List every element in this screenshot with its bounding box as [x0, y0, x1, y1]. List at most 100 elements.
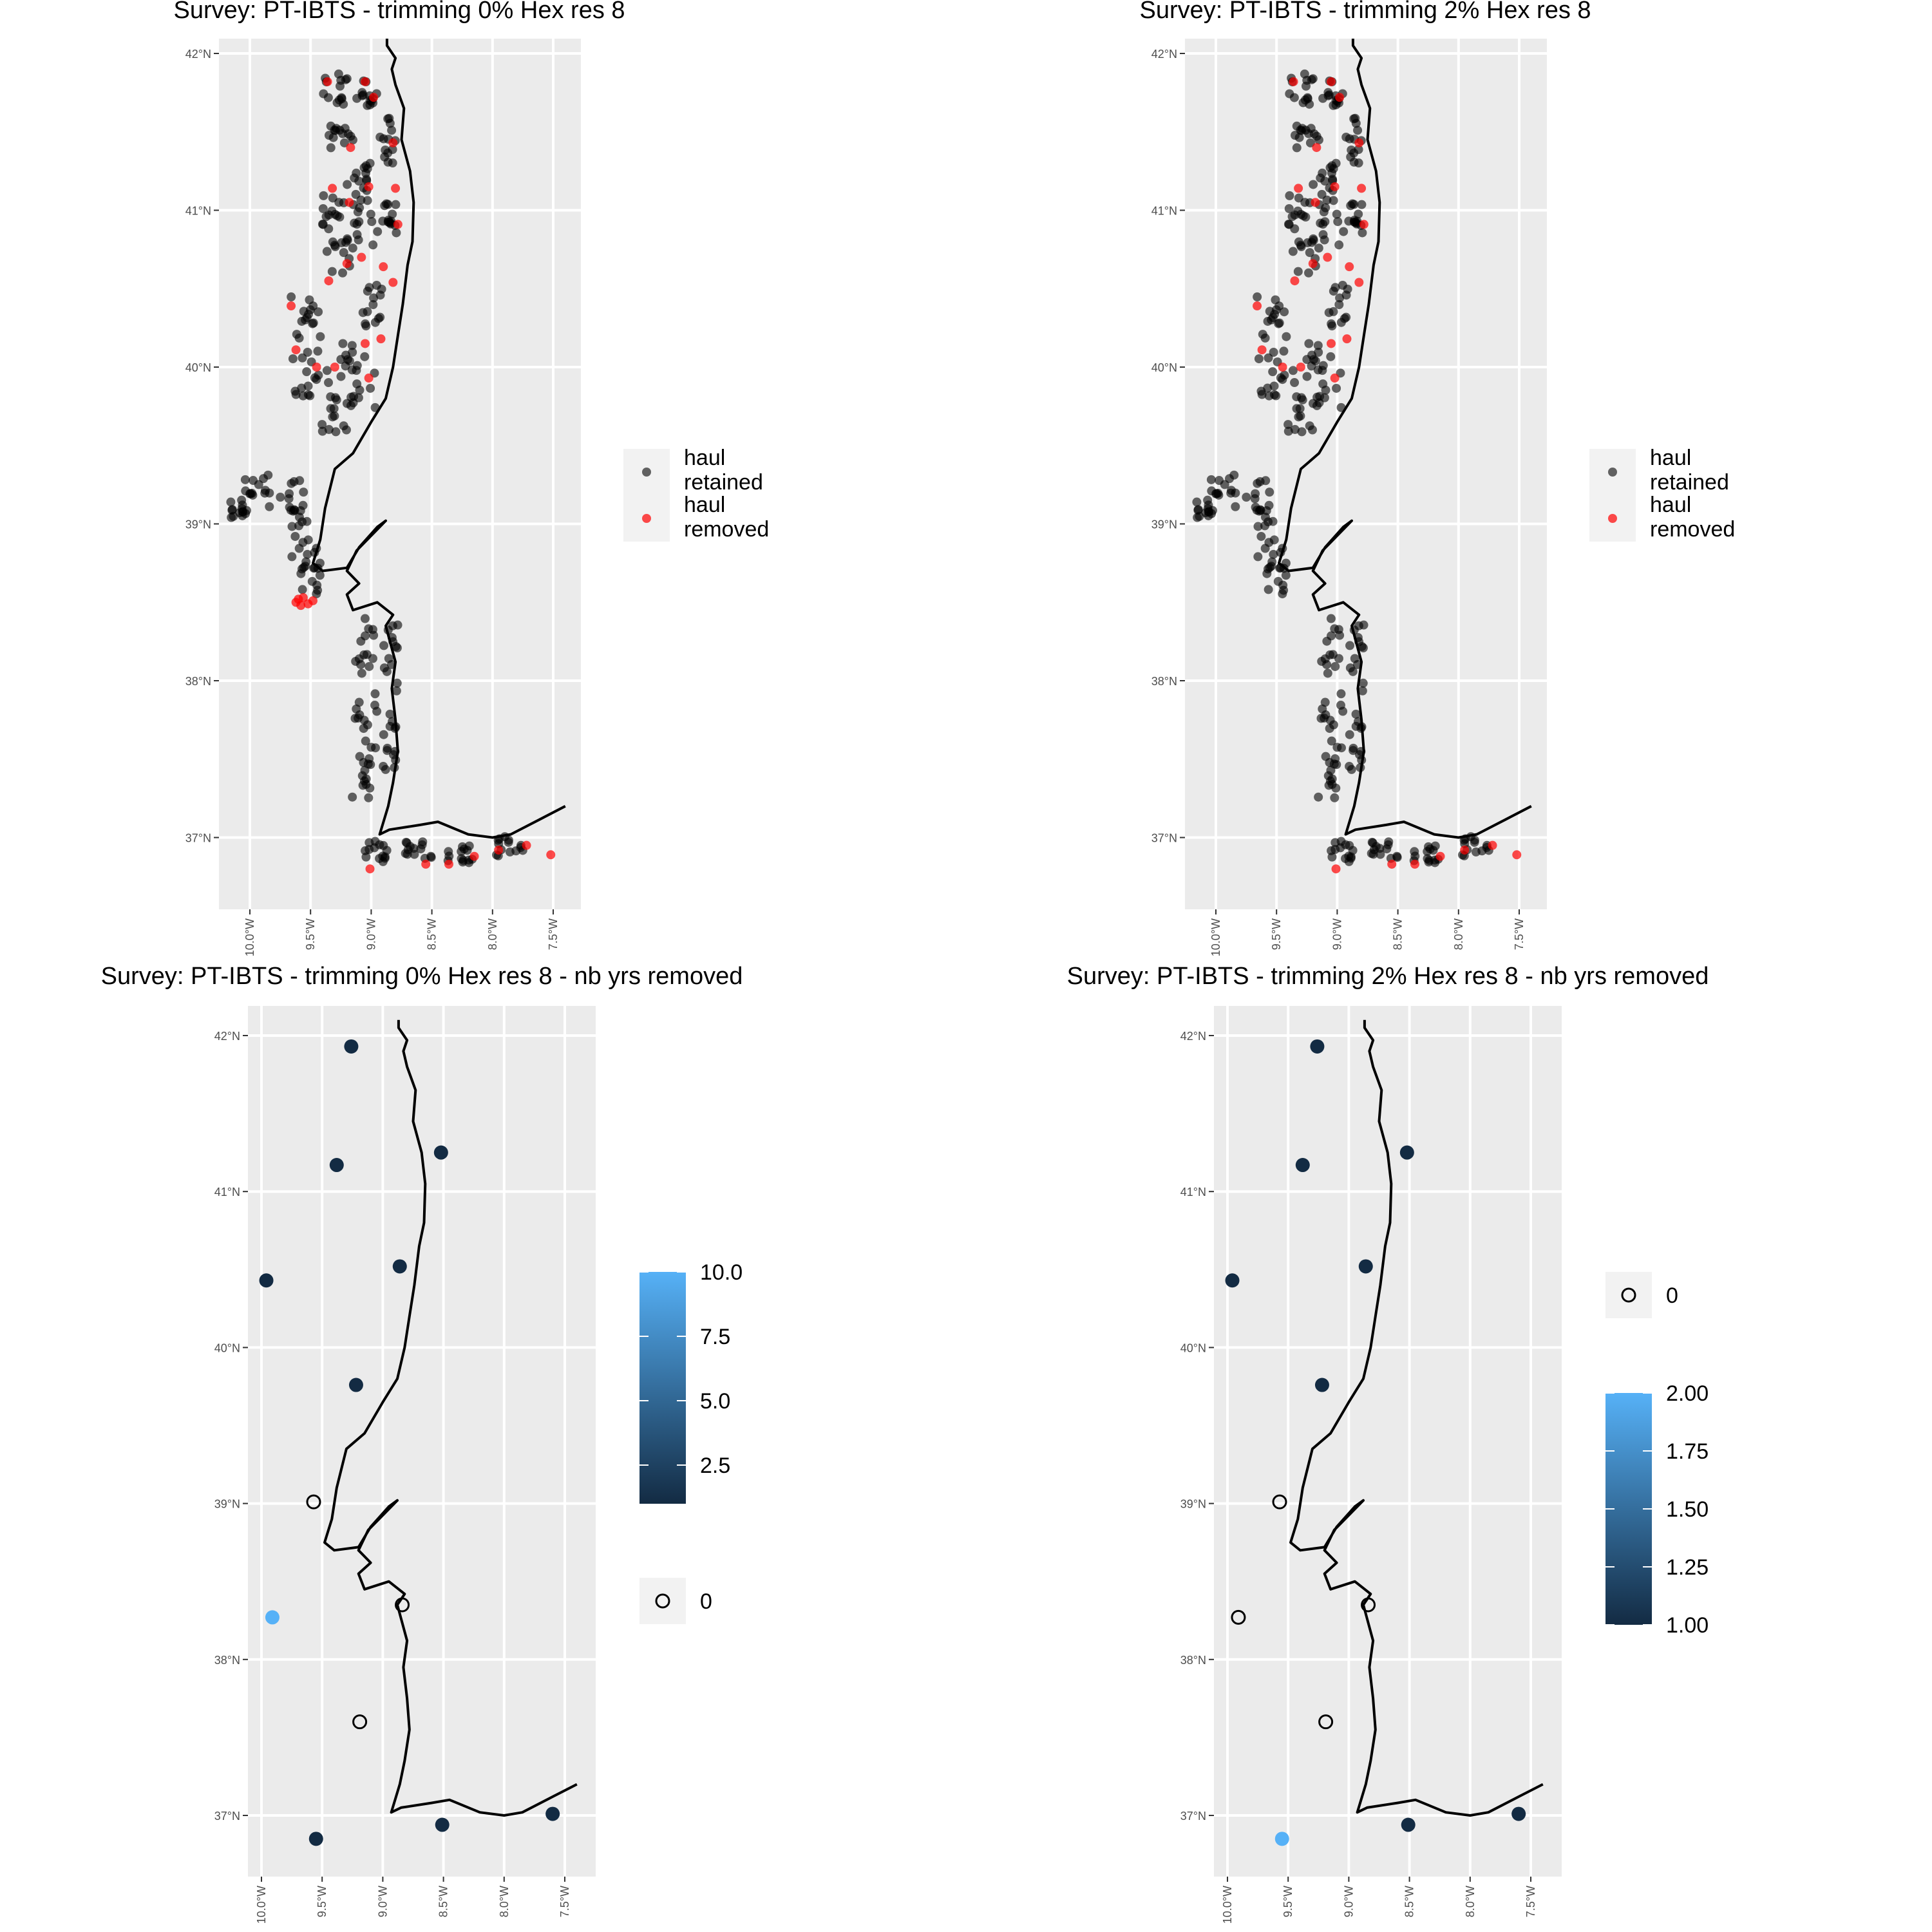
lon-tick-label: 10.0°W — [1221, 1886, 1234, 1924]
haul-retained-point — [359, 650, 369, 659]
zero-years-point — [1231, 1609, 1246, 1625]
haul-retained-point — [367, 217, 377, 227]
haul-retained-point — [366, 209, 375, 219]
haul-retained-point — [365, 783, 375, 793]
coastline — [312, 39, 566, 839]
haul-retained-point — [1311, 356, 1320, 366]
haul-retained-point — [347, 341, 357, 350]
haul-retained-point — [391, 755, 401, 765]
haul-retained-point — [308, 319, 317, 328]
haul-retained-point — [1326, 631, 1336, 641]
haul-retained-point — [392, 686, 401, 696]
haul-retained-point — [388, 145, 397, 155]
haul-retained-point — [339, 421, 348, 431]
haul-retained-point — [338, 268, 348, 278]
haul-retained-point — [386, 659, 396, 669]
haul-retained-point — [1283, 420, 1293, 430]
haul-retained-point — [1334, 299, 1344, 309]
haul-retained-point — [330, 411, 339, 421]
haul-retained-point — [332, 395, 341, 404]
haul-retained-point — [1349, 743, 1358, 753]
years-removed-point — [259, 1273, 274, 1288]
haul-retained-point — [1308, 74, 1318, 84]
lat-tick-label: 41°N — [1151, 205, 1177, 218]
years-removed-point — [392, 1259, 407, 1274]
haul-retained-point — [1339, 227, 1349, 236]
haul-retained-point — [318, 204, 328, 213]
legend-retained-label: haul retained — [684, 446, 763, 495]
haul-retained-point — [1336, 689, 1346, 699]
years-removed-point — [1310, 1039, 1325, 1054]
haul-retained-point — [316, 332, 325, 341]
haul-retained-point — [383, 217, 393, 227]
haul-retained-point — [322, 366, 332, 375]
haul-retained-point — [323, 93, 333, 102]
colorbar-tick-label: 10.0 — [700, 1260, 743, 1285]
legend-zero-label: 0 — [700, 1589, 712, 1614]
haul-retained-point — [1334, 625, 1343, 634]
haul-retained-point — [1329, 287, 1338, 296]
haul-retained-point — [348, 348, 357, 357]
haul-retained-point — [359, 724, 368, 734]
haul-retained-point — [254, 480, 263, 489]
haul-removed-point — [364, 182, 374, 191]
haul-removed-point — [388, 138, 398, 147]
haul-retained-point — [1292, 143, 1302, 153]
haul-retained-point — [1326, 614, 1336, 623]
haul-retained-point — [379, 134, 388, 144]
haul-retained-point — [391, 200, 401, 209]
colorbar-tick-label: 7.5 — [700, 1325, 730, 1349]
haul-retained-point — [1317, 656, 1327, 666]
colorbar — [639, 1272, 686, 1504]
haul-retained-point — [301, 315, 310, 325]
haul-retained-point — [336, 372, 346, 381]
lat-tick-label: 38°N — [214, 1654, 240, 1667]
haul-removed-point — [324, 276, 334, 286]
haul-retained-point — [1305, 421, 1314, 431]
legend-key-bg — [1605, 1272, 1652, 1318]
haul-retained-point — [388, 158, 397, 168]
haul-removed-point — [1359, 220, 1368, 229]
haul-retained-point — [260, 486, 270, 495]
lon-tick-label: 9.5°W — [316, 1886, 328, 1917]
haul-retained-point — [337, 238, 346, 247]
haul-removed-point — [365, 864, 375, 874]
haul-removed-point — [1326, 77, 1336, 86]
haul-retained-point — [1296, 411, 1305, 421]
zero-years-point — [1361, 1597, 1376, 1613]
haul-removed-point — [1308, 259, 1318, 269]
haul-retained-point — [303, 381, 313, 391]
haul-removed-point — [291, 345, 301, 355]
lat-tick-label: 42°N — [1180, 1030, 1206, 1043]
lon-tick-label: 7.5°W — [558, 1886, 571, 1917]
haul-retained-point — [1211, 489, 1221, 498]
haul-removed-point — [1512, 850, 1522, 860]
haul-retained-point — [1269, 381, 1279, 391]
haul-retained-point — [1229, 470, 1239, 480]
haul-retained-point — [368, 240, 378, 250]
lon-tick-label: 8.0°W — [1464, 1886, 1477, 1917]
haul-retained-point — [303, 390, 313, 399]
haul-removed-point — [1460, 845, 1470, 855]
haul-retained-point — [1231, 502, 1240, 511]
haul-retained-point — [1269, 347, 1278, 357]
haul-retained-point — [227, 513, 236, 522]
haul-retained-point — [1280, 307, 1289, 317]
haul-retained-point — [361, 161, 371, 171]
haul-retained-point — [357, 668, 366, 678]
map-panel-2: Survey: PT-IBTS - trimming 2% Hex res 8 4… — [1139, 0, 1735, 956]
plot-background — [248, 1006, 596, 1877]
haul-removed-point — [494, 845, 504, 855]
haul-retained-point — [1321, 385, 1331, 395]
haul-retained-point — [1331, 661, 1340, 671]
lat-tick-label: 38°N — [1151, 675, 1177, 688]
haul-retained-point — [315, 571, 325, 580]
haul-retained-point — [385, 709, 395, 719]
haul-retained-point — [355, 385, 365, 395]
years-removed-point — [1225, 1273, 1240, 1288]
haul-retained-point — [1325, 758, 1334, 768]
haul-retained-point — [327, 267, 337, 276]
haul-retained-point — [1226, 486, 1236, 495]
haul-retained-point — [336, 355, 346, 365]
map-panel-4: Survey: PT-IBTS - trimming 2% Hex res 8 … — [1067, 963, 1709, 1924]
